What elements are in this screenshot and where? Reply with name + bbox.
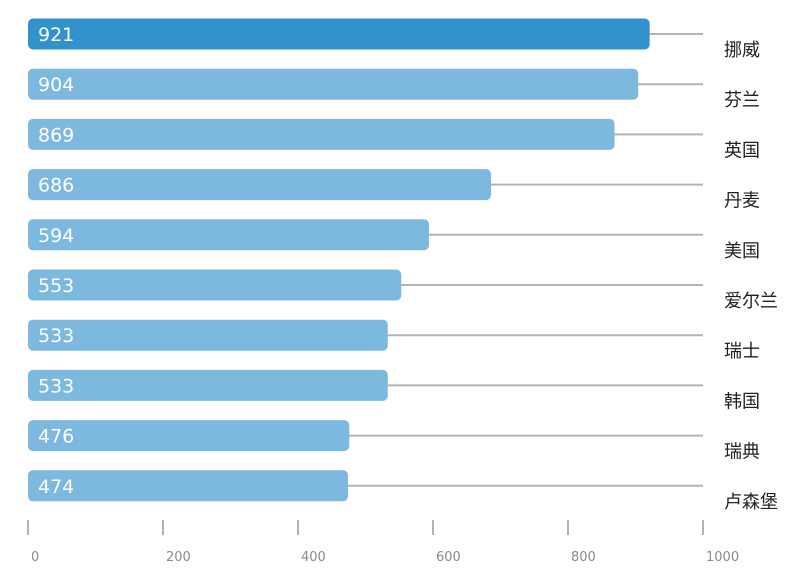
bar [28, 369, 388, 401]
bar [28, 470, 348, 502]
bar-value-label: 476 [38, 426, 74, 448]
category-label: 美国 [724, 241, 760, 262]
bar-value-label: 921 [38, 24, 74, 46]
value-labels: 921 904 869 686 594 553 533 533 476 474 [38, 24, 74, 498]
bar [28, 269, 402, 301]
x-tick-label: 600 [436, 550, 461, 565]
bar-value-label: 869 [38, 124, 74, 146]
x-tick-label: 1000 [706, 550, 739, 565]
bar-value-label: 474 [38, 476, 74, 498]
category-label: 挪威 [724, 40, 760, 61]
bar [28, 420, 350, 452]
category-label: 丹麦 [724, 191, 760, 212]
x-axis: 0 200 400 600 800 1000 [27, 520, 739, 565]
bar [28, 68, 639, 100]
bar-value-label: 553 [38, 275, 74, 297]
x-tick-label: 400 [301, 550, 326, 565]
guide-lines [347, 33, 703, 487]
category-label: 爱尔兰 [724, 291, 778, 312]
category-label: 英国 [724, 140, 760, 161]
bar-value-label: 686 [38, 175, 74, 197]
x-tick-label: 0 [31, 550, 39, 565]
bar [28, 319, 388, 351]
x-tick-label: 800 [571, 550, 596, 565]
category-label: 卢森堡 [724, 492, 778, 513]
bar [28, 18, 650, 50]
bar [28, 169, 492, 201]
category-label: 瑞典 [724, 442, 760, 463]
bars [28, 18, 650, 502]
bar-value-label: 533 [38, 375, 74, 397]
category-label: 芬兰 [724, 90, 760, 111]
bar [28, 118, 615, 150]
x-tick-label: 200 [166, 550, 191, 565]
bar-value-label: 594 [38, 225, 74, 247]
bar-value-label: 533 [38, 325, 74, 347]
bar [28, 219, 429, 251]
bar-value-label: 904 [38, 74, 74, 96]
category-label: 瑞士 [724, 341, 760, 362]
category-label: 韩国 [724, 391, 760, 412]
